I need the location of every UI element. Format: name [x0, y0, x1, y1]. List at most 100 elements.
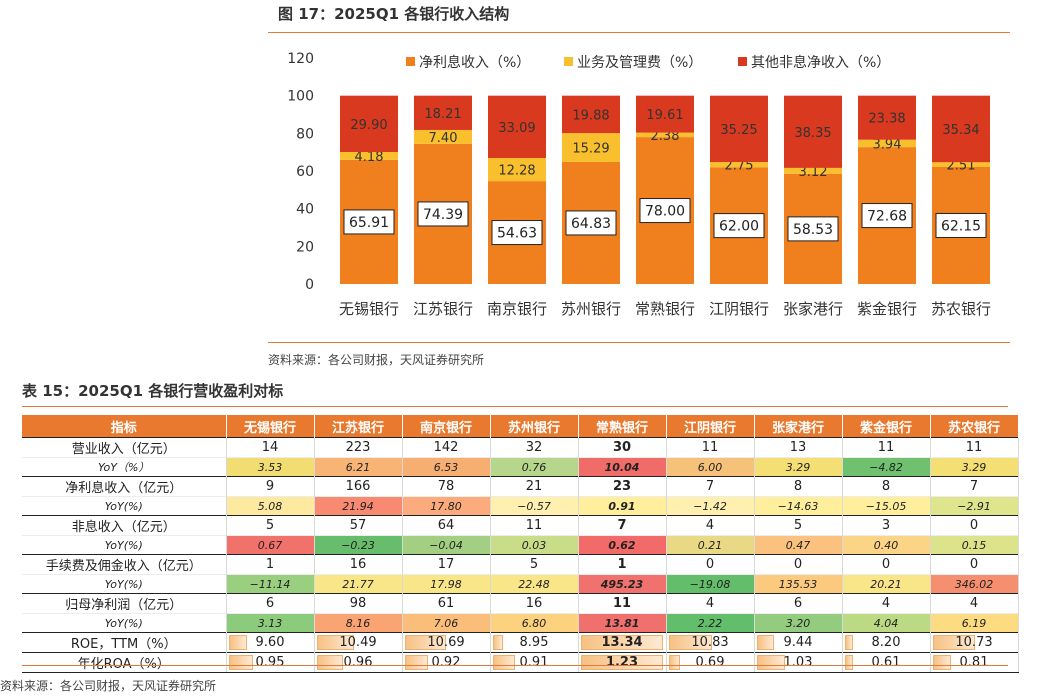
- value-cell: 0: [666, 554, 755, 575]
- data-label: 3.94: [873, 137, 902, 152]
- value-cell: 23: [578, 476, 667, 497]
- databar-value: 8.95: [519, 635, 549, 650]
- databar-cell: 0.95: [226, 652, 315, 673]
- bar-segment: [562, 133, 620, 162]
- databar-fill: [668, 655, 681, 670]
- yoy-cell: 21.77: [314, 574, 403, 594]
- yoy-cell: 6.19: [930, 613, 1019, 633]
- bar-segment: [932, 95, 990, 163]
- data-label: 74.39: [423, 207, 463, 223]
- yoy-cell: −19.08: [666, 574, 755, 594]
- databar-value: 0.96: [343, 655, 373, 670]
- yoy-cell: 3.13: [226, 613, 315, 633]
- databar-cell: 10.49: [314, 632, 403, 653]
- value-cell: 0: [842, 554, 931, 575]
- data-label: 19.61: [646, 108, 683, 123]
- databar-cell: 10.73: [930, 632, 1019, 653]
- x-tick-label: 苏州银行: [561, 300, 621, 318]
- yoy-cell: 3.53: [226, 457, 315, 477]
- table-bottom-rule: [22, 665, 1008, 666]
- databar-fill: [580, 655, 663, 670]
- data-label: 12.28: [498, 164, 535, 179]
- databar-cell: 1.23: [578, 652, 667, 673]
- table-top-rule: [22, 406, 1008, 407]
- value-cell: 0: [754, 554, 843, 575]
- databar-value: 9.44: [783, 635, 813, 650]
- x-tick-label: 张家港行: [783, 300, 843, 318]
- value-cell: 4: [842, 593, 931, 614]
- databar-fill: [756, 635, 774, 650]
- data-label-box: [639, 198, 691, 224]
- figure-title: 图 17：2025Q1 各银行收入结构: [278, 5, 510, 23]
- yoy-cell: 6.00: [666, 457, 755, 477]
- yoy-row: YoY(%) 0.67 −0.23 −0.04 0.03 0.62 0.21 0.47 0.40…: [22, 535, 1019, 555]
- databar-value: 1.03: [783, 655, 813, 670]
- value-cell: 1: [226, 554, 315, 575]
- value-cell: 166: [314, 476, 403, 497]
- value-cell: 0: [930, 515, 1019, 536]
- x-tick-label: 苏农银行: [931, 300, 991, 318]
- value-cell: 8: [842, 476, 931, 497]
- header-bank: 南京银行: [402, 415, 491, 438]
- yoy-cell: −11.14: [226, 574, 315, 594]
- databar-fill: [228, 655, 254, 670]
- y-tick-label: 80: [296, 126, 314, 142]
- data-label: 7.40: [429, 131, 458, 146]
- data-label-box: [713, 213, 765, 239]
- data-label-box: [491, 220, 543, 246]
- data-label: 64.83: [571, 216, 611, 232]
- databar-fill: [404, 635, 446, 650]
- databar-fill: [316, 635, 355, 650]
- bar-segment: [488, 157, 546, 182]
- value-cell: 14: [226, 437, 315, 458]
- value-cell: 11: [842, 437, 931, 458]
- yoy-cell: −1.42: [666, 496, 755, 516]
- yoy-cell: −0.04: [402, 535, 491, 555]
- yoy-cell: 20.21: [842, 574, 931, 594]
- value-cell: 6: [754, 593, 843, 614]
- value-cell: 8: [754, 476, 843, 497]
- row-label: YoY（%）: [22, 457, 227, 477]
- data-label: 23.38: [868, 112, 905, 127]
- databar-value: 0.95: [255, 655, 285, 670]
- legend-label: 业务及管理费（%）: [577, 55, 702, 71]
- value-cell: 78: [402, 476, 491, 497]
- bar-segment: [414, 95, 472, 130]
- databar-cell: 0.81: [930, 652, 1019, 673]
- value-cell: 32: [490, 437, 579, 458]
- databar-fill: [844, 655, 853, 670]
- bar-segment: [340, 95, 398, 152]
- databar-value: 8.20: [871, 635, 901, 650]
- value-cell: 98: [314, 593, 403, 614]
- row-label: 手续费及佣金收入（亿元）: [22, 554, 227, 575]
- yoy-cell: 0.21: [666, 535, 755, 555]
- header-bank: 苏州银行: [490, 415, 579, 438]
- x-tick-label: 紫金银行: [857, 300, 917, 318]
- databar-cell: 0.96: [314, 652, 403, 673]
- value-cell: 142: [402, 437, 491, 458]
- x-tick-label: 江苏银行: [413, 300, 473, 318]
- yoy-cell: −15.05: [842, 496, 931, 516]
- databar-value: 0.92: [431, 655, 461, 670]
- y-tick-label: 40: [296, 202, 314, 218]
- yoy-cell: 0.40: [842, 535, 931, 555]
- yoy-cell: 0.67: [226, 535, 315, 555]
- yoy-cell: −4.82: [842, 457, 931, 477]
- databar-value: 10.69: [427, 635, 465, 650]
- yoy-cell: 3.29: [930, 457, 1019, 477]
- yoy-cell: 6.80: [490, 613, 579, 633]
- data-label: 2.75: [725, 159, 754, 174]
- databar-fill: [580, 635, 663, 650]
- row-label: YoY(%): [22, 574, 227, 594]
- databar-value: 9.60: [255, 635, 285, 650]
- databar-cell: 8.95: [490, 632, 579, 653]
- databar-value: 10.49: [339, 635, 377, 650]
- bar-segment: [932, 162, 990, 167]
- header-bank: 紫金银行: [842, 415, 931, 438]
- data-label: 2.51: [947, 159, 976, 174]
- yoy-cell: −0.57: [490, 496, 579, 516]
- y-tick-label: 0: [305, 277, 314, 293]
- bar-segment: [636, 95, 694, 133]
- databar-cell: 0.61: [842, 652, 931, 673]
- databar-fill: [228, 635, 248, 650]
